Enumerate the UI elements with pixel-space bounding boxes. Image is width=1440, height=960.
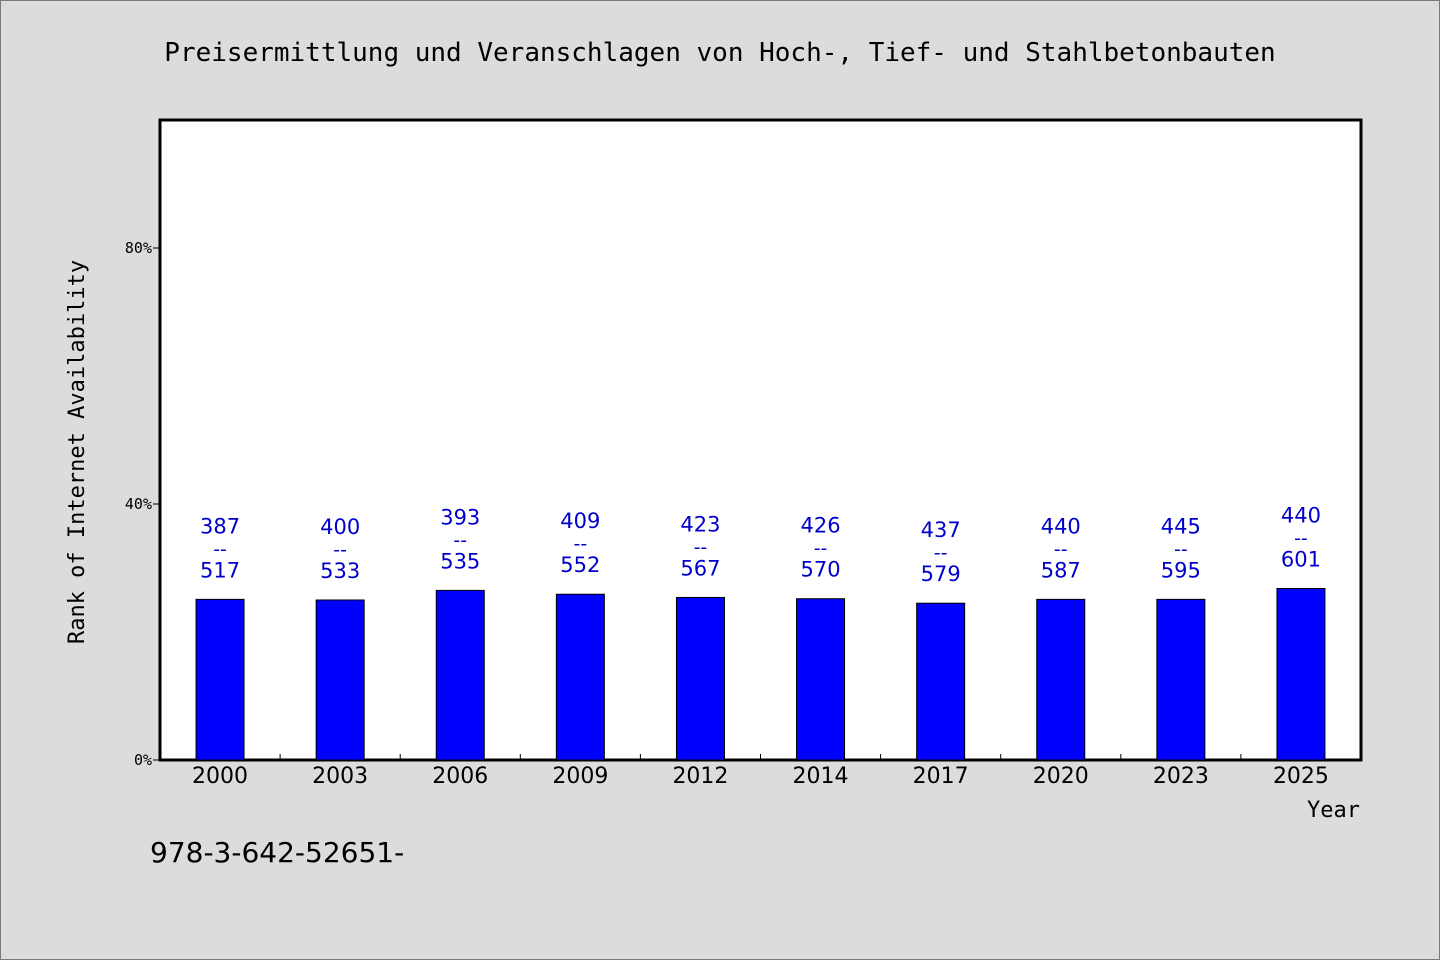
data-label-separator: -- bbox=[213, 538, 227, 560]
x-tick-label: 2020 bbox=[1033, 764, 1089, 789]
data-label-denominator: 595 bbox=[1161, 558, 1201, 582]
data-label-separator: -- bbox=[453, 529, 467, 551]
x-axis-label: Year bbox=[1307, 798, 1360, 823]
data-label-numerator: 423 bbox=[680, 512, 720, 536]
data-label-separator: -- bbox=[1174, 538, 1188, 560]
data-label-denominator: 567 bbox=[680, 556, 720, 580]
bar bbox=[195, 598, 245, 761]
x-tick-label: 2012 bbox=[672, 764, 728, 789]
data-label-denominator: 587 bbox=[1041, 558, 1081, 582]
bar-series bbox=[195, 587, 1326, 761]
data-label-denominator: 533 bbox=[320, 559, 360, 583]
data-label-separator: -- bbox=[814, 538, 828, 560]
data-label-separator: -- bbox=[694, 536, 708, 558]
bar bbox=[435, 589, 485, 761]
y-axis-label: Rank of Internet Availability bbox=[65, 260, 90, 644]
data-label-numerator: 387 bbox=[200, 514, 240, 538]
bar bbox=[675, 596, 725, 761]
x-tick-label: 2003 bbox=[312, 764, 368, 789]
data-label-numerator: 400 bbox=[320, 515, 360, 539]
y-tick-label: 80% bbox=[125, 239, 152, 257]
x-tick-label: 2025 bbox=[1273, 764, 1329, 789]
x-axis: 2000 2003 2006 2009 2012 2014 2017 2020 2023 2025 bbox=[192, 754, 1329, 789]
data-label-numerator: 426 bbox=[801, 514, 841, 538]
x-tick-label: 2006 bbox=[432, 764, 488, 789]
data-label-numerator: 440 bbox=[1041, 514, 1081, 538]
data-labels: 387--517400--533393--535409--552423--567… bbox=[200, 503, 1321, 586]
data-label-numerator: 437 bbox=[921, 518, 961, 542]
data-label-separator: -- bbox=[333, 539, 347, 561]
x-tick-label: 2014 bbox=[793, 764, 849, 789]
x-tick-label: 2017 bbox=[913, 764, 969, 789]
data-label-separator: -- bbox=[934, 542, 948, 564]
data-label-numerator: 409 bbox=[560, 509, 600, 533]
bar bbox=[796, 598, 846, 761]
data-label-separator: -- bbox=[573, 533, 587, 555]
data-label-numerator: 445 bbox=[1161, 514, 1201, 538]
data-label-denominator: 601 bbox=[1281, 547, 1321, 571]
chart-title: Preisermittlung und Veranschlagen von Ho… bbox=[164, 38, 1275, 68]
data-label-separator: -- bbox=[1054, 538, 1068, 560]
y-axis: 0% 40% 80% bbox=[125, 239, 160, 769]
bar bbox=[1036, 598, 1086, 761]
bar bbox=[1156, 598, 1206, 761]
data-label-denominator: 535 bbox=[440, 549, 480, 573]
x-tick-label: 2009 bbox=[552, 764, 608, 789]
y-tick-label: 40% bbox=[125, 495, 152, 513]
data-label-denominator: 517 bbox=[200, 558, 240, 582]
data-label-numerator: 440 bbox=[1281, 503, 1321, 527]
y-tick-label: 0% bbox=[134, 751, 152, 769]
data-label-separator: -- bbox=[1294, 527, 1308, 549]
bar bbox=[315, 599, 365, 761]
footer-isbn: 978-3-642-52651- bbox=[150, 836, 404, 869]
x-tick-label: 2000 bbox=[192, 764, 248, 789]
data-label-denominator: 552 bbox=[560, 553, 600, 577]
bar bbox=[1276, 587, 1326, 761]
x-tick-label: 2023 bbox=[1153, 764, 1209, 789]
data-label-denominator: 579 bbox=[921, 562, 961, 586]
data-label-denominator: 570 bbox=[801, 558, 841, 582]
bar bbox=[555, 593, 605, 761]
data-label-numerator: 393 bbox=[440, 505, 480, 529]
bar bbox=[916, 602, 966, 761]
